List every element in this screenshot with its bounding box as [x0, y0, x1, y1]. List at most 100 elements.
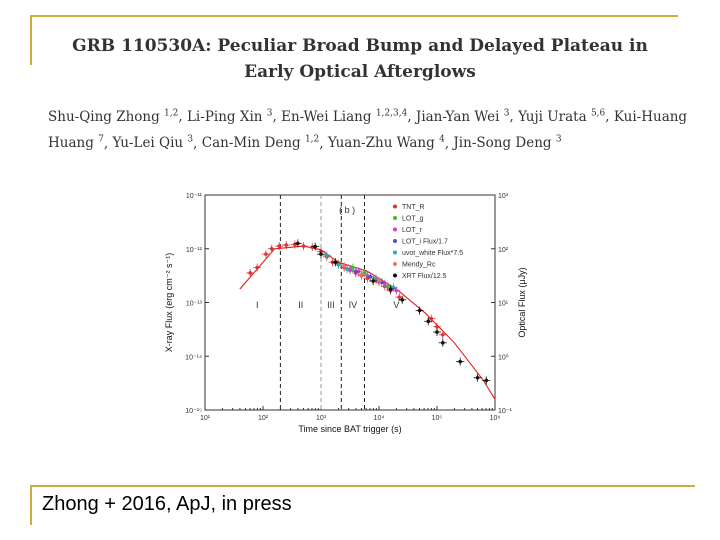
y-right-axis-label: Optical Flux (μJy) — [517, 267, 527, 337]
author: Kui-Huang Huang 7 — [48, 109, 687, 152]
data-point — [333, 260, 338, 264]
legend-label: LOT_i Flux/1.7 — [402, 239, 448, 246]
author: Yuji Urata 5,6 — [518, 108, 606, 125]
y-left-tick-label: 10⁻¹⁴ — [185, 354, 202, 361]
author: En-Wei Liang 1,2,3,4 — [281, 108, 407, 125]
author-name: Kui-Huang Huang — [48, 108, 688, 152]
author: Shu-Qing Zhong 1,2 — [48, 108, 178, 125]
author-affiliation: 3 — [266, 108, 273, 118]
data-point — [435, 330, 439, 334]
legend-marker — [393, 204, 397, 209]
y-right-tick-label: 10⁻¹ — [498, 408, 512, 415]
author: Yuan-Zhu Wang 4 — [328, 134, 445, 152]
legend-marker — [393, 227, 397, 232]
y-left-tick-label: 10⁻¹³ — [186, 301, 203, 308]
data-point — [391, 285, 396, 290]
x-tick-label: 10⁶ — [490, 415, 501, 422]
bottom-left-accent-bar — [30, 485, 32, 525]
data-point — [385, 284, 390, 289]
data-point — [269, 246, 274, 251]
data-point — [248, 271, 253, 275]
region-label: III — [327, 300, 335, 310]
x-tick-label: 10¹ — [200, 415, 211, 422]
data-point — [400, 298, 404, 302]
legend-label: Mendy_Rc — [402, 262, 436, 269]
title-line-1: GRB 110530A: Peculiar Broad Bump and Del… — [72, 36, 648, 56]
data-point — [351, 265, 355, 270]
author: Yu-Lei Qiu 3 — [112, 135, 193, 152]
paper-title: GRB 110530A: Peculiar Broad Bump and Del… — [40, 33, 680, 85]
author: Jin-Song Deng 3 — [453, 135, 561, 152]
author: Jian-Yan Wei 3 — [415, 108, 510, 125]
data-point — [377, 279, 381, 283]
author-affiliation: 5,6 — [590, 108, 606, 118]
author-name: Yu-Lei Qiu — [112, 135, 188, 151]
author-list: Shu-Qing Zhong 1,2, Li-Ping Xin 3, En-We… — [48, 108, 688, 152]
y-right-tick-label: 10¹ — [498, 301, 509, 308]
legend-label: uvot_white Flux*7.5 — [402, 250, 463, 257]
author: Can-Min Deng 1,2 — [201, 134, 320, 152]
data-point — [441, 332, 445, 337]
data-point — [383, 281, 387, 286]
data-point — [325, 253, 329, 257]
left-accent-bar — [30, 15, 32, 65]
x-tick-label: 10⁴ — [374, 415, 385, 422]
x-tick-label: 10² — [258, 415, 269, 422]
region-label: IV — [349, 300, 358, 310]
author-name: Yuji Urata — [518, 108, 591, 125]
region-label: I — [256, 300, 259, 310]
author-name: Li-Ping Xin — [186, 108, 267, 125]
light-curve-figure: 10¹ 10² 10³ 10⁴ 10⁵ 10⁶ 10⁻¹¹ 10⁻¹² 10⁻¹³ 10⁻¹⁴ 10… — [164, 193, 527, 434]
data-point — [301, 244, 306, 248]
y-left-tick-label: 10⁻¹⁵ — [185, 408, 202, 415]
plot-frame — [204, 194, 496, 411]
author-name: Jian-Yan Wei — [415, 108, 504, 125]
bottom-accent-rule — [30, 485, 695, 487]
data-point — [484, 378, 489, 383]
author-name: Can-Min Deng — [201, 135, 305, 151]
author: Li-Ping Xin 3 — [186, 108, 273, 125]
legend-marker — [393, 262, 397, 266]
data-point — [368, 274, 373, 279]
data-point — [354, 269, 358, 274]
region-label: II — [298, 300, 303, 310]
data-point — [336, 263, 341, 267]
data-point — [397, 295, 402, 299]
data-point — [359, 272, 364, 277]
data-point — [362, 271, 367, 275]
y-right-tick-label: 10⁰ — [498, 353, 509, 361]
region-label: V — [393, 300, 399, 310]
author-name: Jin-Song Deng — [453, 135, 556, 151]
top-accent-rule — [30, 15, 678, 17]
data-point — [429, 316, 434, 321]
legend-marker — [393, 273, 397, 278]
y-right-tick-label: 10³ — [498, 193, 509, 200]
data-point — [255, 265, 259, 270]
data-point — [313, 244, 317, 249]
data-point — [435, 324, 439, 329]
citation-caption: Zhong + 2016, ApJ, in press — [42, 493, 292, 515]
data-point — [264, 252, 268, 256]
data-point — [319, 252, 323, 256]
legend-marker — [393, 216, 397, 220]
data-point — [296, 241, 300, 246]
model-curve — [239, 245, 496, 400]
y-left-tick-label: 10⁻¹¹ — [186, 193, 203, 200]
x-tick-label: 10³ — [316, 415, 327, 422]
legend-label: TNT_R — [402, 204, 425, 211]
data-point — [345, 267, 349, 271]
legend-marker — [393, 239, 397, 243]
data-point — [284, 243, 288, 247]
panel-label: ( b ) — [339, 205, 355, 215]
author-affiliation: 4 — [439, 134, 445, 145]
data-point — [394, 288, 399, 293]
y-left-tick-label: 10⁻¹² — [186, 247, 203, 254]
data-point — [388, 287, 393, 291]
x-tick-label: 10⁵ — [432, 415, 443, 422]
data-point — [426, 319, 431, 324]
author-affiliation: 1,2 — [304, 134, 320, 145]
y-left-axis-label: X-ray Flux (erg cm⁻² s⁻¹) — [164, 253, 174, 353]
legend-label: LOT_r — [402, 227, 423, 234]
x-axis-label: Time since BAT trigger (s) — [298, 424, 401, 434]
title-line-2: Early Optical Afterglows — [244, 62, 476, 82]
